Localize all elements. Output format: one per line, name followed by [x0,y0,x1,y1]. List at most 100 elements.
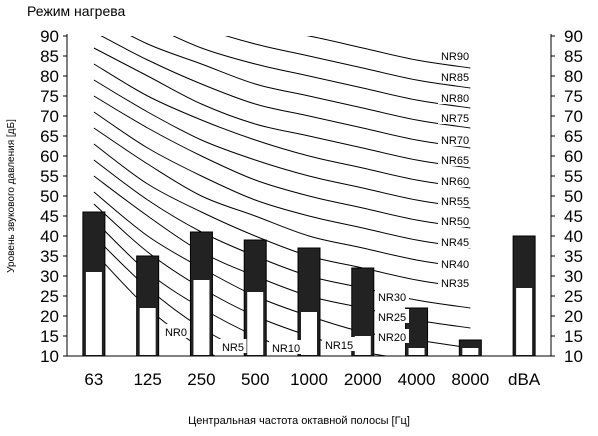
x-tick-label: 125 [133,370,161,389]
nr-label-nr55: NR55 [441,196,469,208]
nr-label-nr65: NR65 [441,155,469,167]
y-tick-label-right: 40 [564,227,583,246]
nr-label-nr75: NR75 [441,113,469,125]
nr-label-nr70: NR70 [441,135,469,147]
nr-label-bg [375,309,409,323]
bar-inner [247,292,264,355]
nr-curve-nr40 [93,127,471,269]
nr-label-bg [162,324,190,338]
nr-label-bg [219,339,247,353]
nr-label-nr80: NR80 [441,93,469,105]
y-tick-label-right: 60 [564,147,583,166]
y-tick-label-right: 80 [564,67,583,86]
nr-label-nr50: NR50 [441,216,469,228]
nr-label-nr85: NR85 [441,72,469,84]
bar-inner [516,288,533,355]
nr-label-bg [438,234,472,248]
y-tick-label-left: 60 [40,147,59,166]
nr-label-bg [438,275,472,289]
x-tick-label: 4000 [398,370,436,389]
y-tick-label-right: 25 [564,287,583,306]
bar-inner [354,336,371,355]
y-tick-label-left: 70 [40,107,59,126]
bar-inner [462,348,479,355]
nr-label-bg [269,340,303,354]
nr-label-nr35: NR35 [441,278,469,290]
nr-label-nr5: NR5 [222,342,244,354]
y-tick-label-right: 20 [564,307,583,326]
nr-label-bg [438,256,472,270]
nr-curve-nr15 [93,203,390,356]
x-tick-label: 2000 [344,370,382,389]
y-tick-label-left: 90 [40,27,59,46]
nr-label-bg [438,69,472,83]
y-tick-label-right: 35 [564,247,583,266]
y-tick-label-right: 90 [564,27,583,46]
bar-inner [193,280,210,355]
nr-curve-nr55 [93,79,471,209]
nr-label-bg [322,337,356,351]
nr-curve-nr70 [100,36,471,149]
nr-label-bg [375,329,409,343]
x-tick-label: 63 [84,370,103,389]
y-tick-label-right: 15 [564,327,583,346]
nr-curve-nr60 [93,63,471,189]
nr-label-bg [438,152,472,166]
nr-label-bg [438,90,472,104]
y-tick-label-right: 85 [564,47,583,66]
x-tick-label: 8000 [451,370,489,389]
nr-label-nr25: NR25 [378,312,406,324]
y-tick-label-right: 70 [564,107,583,126]
nr-curves [93,36,471,356]
y-tick-label-right: 65 [564,127,583,146]
nr-curve-nr90 [306,36,471,69]
nr-curve-nr30 [93,159,471,309]
nr-label-bg [438,213,472,227]
nr-label-bg [438,132,472,146]
bar-inner [85,272,102,355]
y-tick-label-right: 75 [564,87,583,106]
y-tick-label-left: 40 [40,227,59,246]
x-tick-label: 1000 [290,370,328,389]
nr-label-nr90: NR90 [441,51,469,63]
y-tick-label-left: 10 [40,347,59,366]
x-tick-label: 500 [241,370,269,389]
nr-curve-nr50 [93,95,471,229]
chart-title: Режим нагрева [27,3,126,19]
nr-curve-nr75 [130,36,471,129]
x-axis-label: Центральная частота октавной полосы [Гц] [188,415,410,427]
y-tick-label-left: 50 [40,187,59,206]
y-tick-label-left: 35 [40,247,59,266]
y-tick-label-left: 30 [40,267,59,286]
nr-label-nr10: NR10 [272,343,300,355]
y-tick-label-left: 85 [40,47,59,66]
y-tick-label-left: 45 [40,207,59,226]
y-tick-label-left: 75 [40,87,59,106]
y-tick-label-right: 10 [564,347,583,366]
y-tick-label-left: 65 [40,127,59,146]
bar-total [351,267,375,357]
y-tick-label-right: 55 [564,167,583,186]
bar-inner [408,348,425,355]
nr-label-nr40: NR40 [441,259,469,271]
nr-curve-nr35 [93,143,471,289]
x-tick-label: 250 [187,370,215,389]
y-tick-label-left: 25 [40,287,59,306]
nr-label-nr15: NR15 [325,340,353,352]
y-tick-label-left: 55 [40,167,59,186]
nr-label-bg [438,110,472,124]
nr-label-nr45: NR45 [441,237,469,249]
nr-label-bg [438,193,472,207]
nr-label-nr30: NR30 [378,292,406,304]
y-tick-label-left: 20 [40,307,59,326]
bar-inner [301,312,317,355]
nr-curve-nr80 [172,36,471,109]
nr-label-bg [375,289,409,303]
bar-inner [139,308,156,355]
nr-curve-nr85 [224,36,471,89]
nr-curve-nr65 [93,47,471,169]
y-tick-label-right: 45 [564,207,583,226]
y-tick-label-left: 15 [40,327,59,346]
y-tick-label-right: 50 [564,187,583,206]
